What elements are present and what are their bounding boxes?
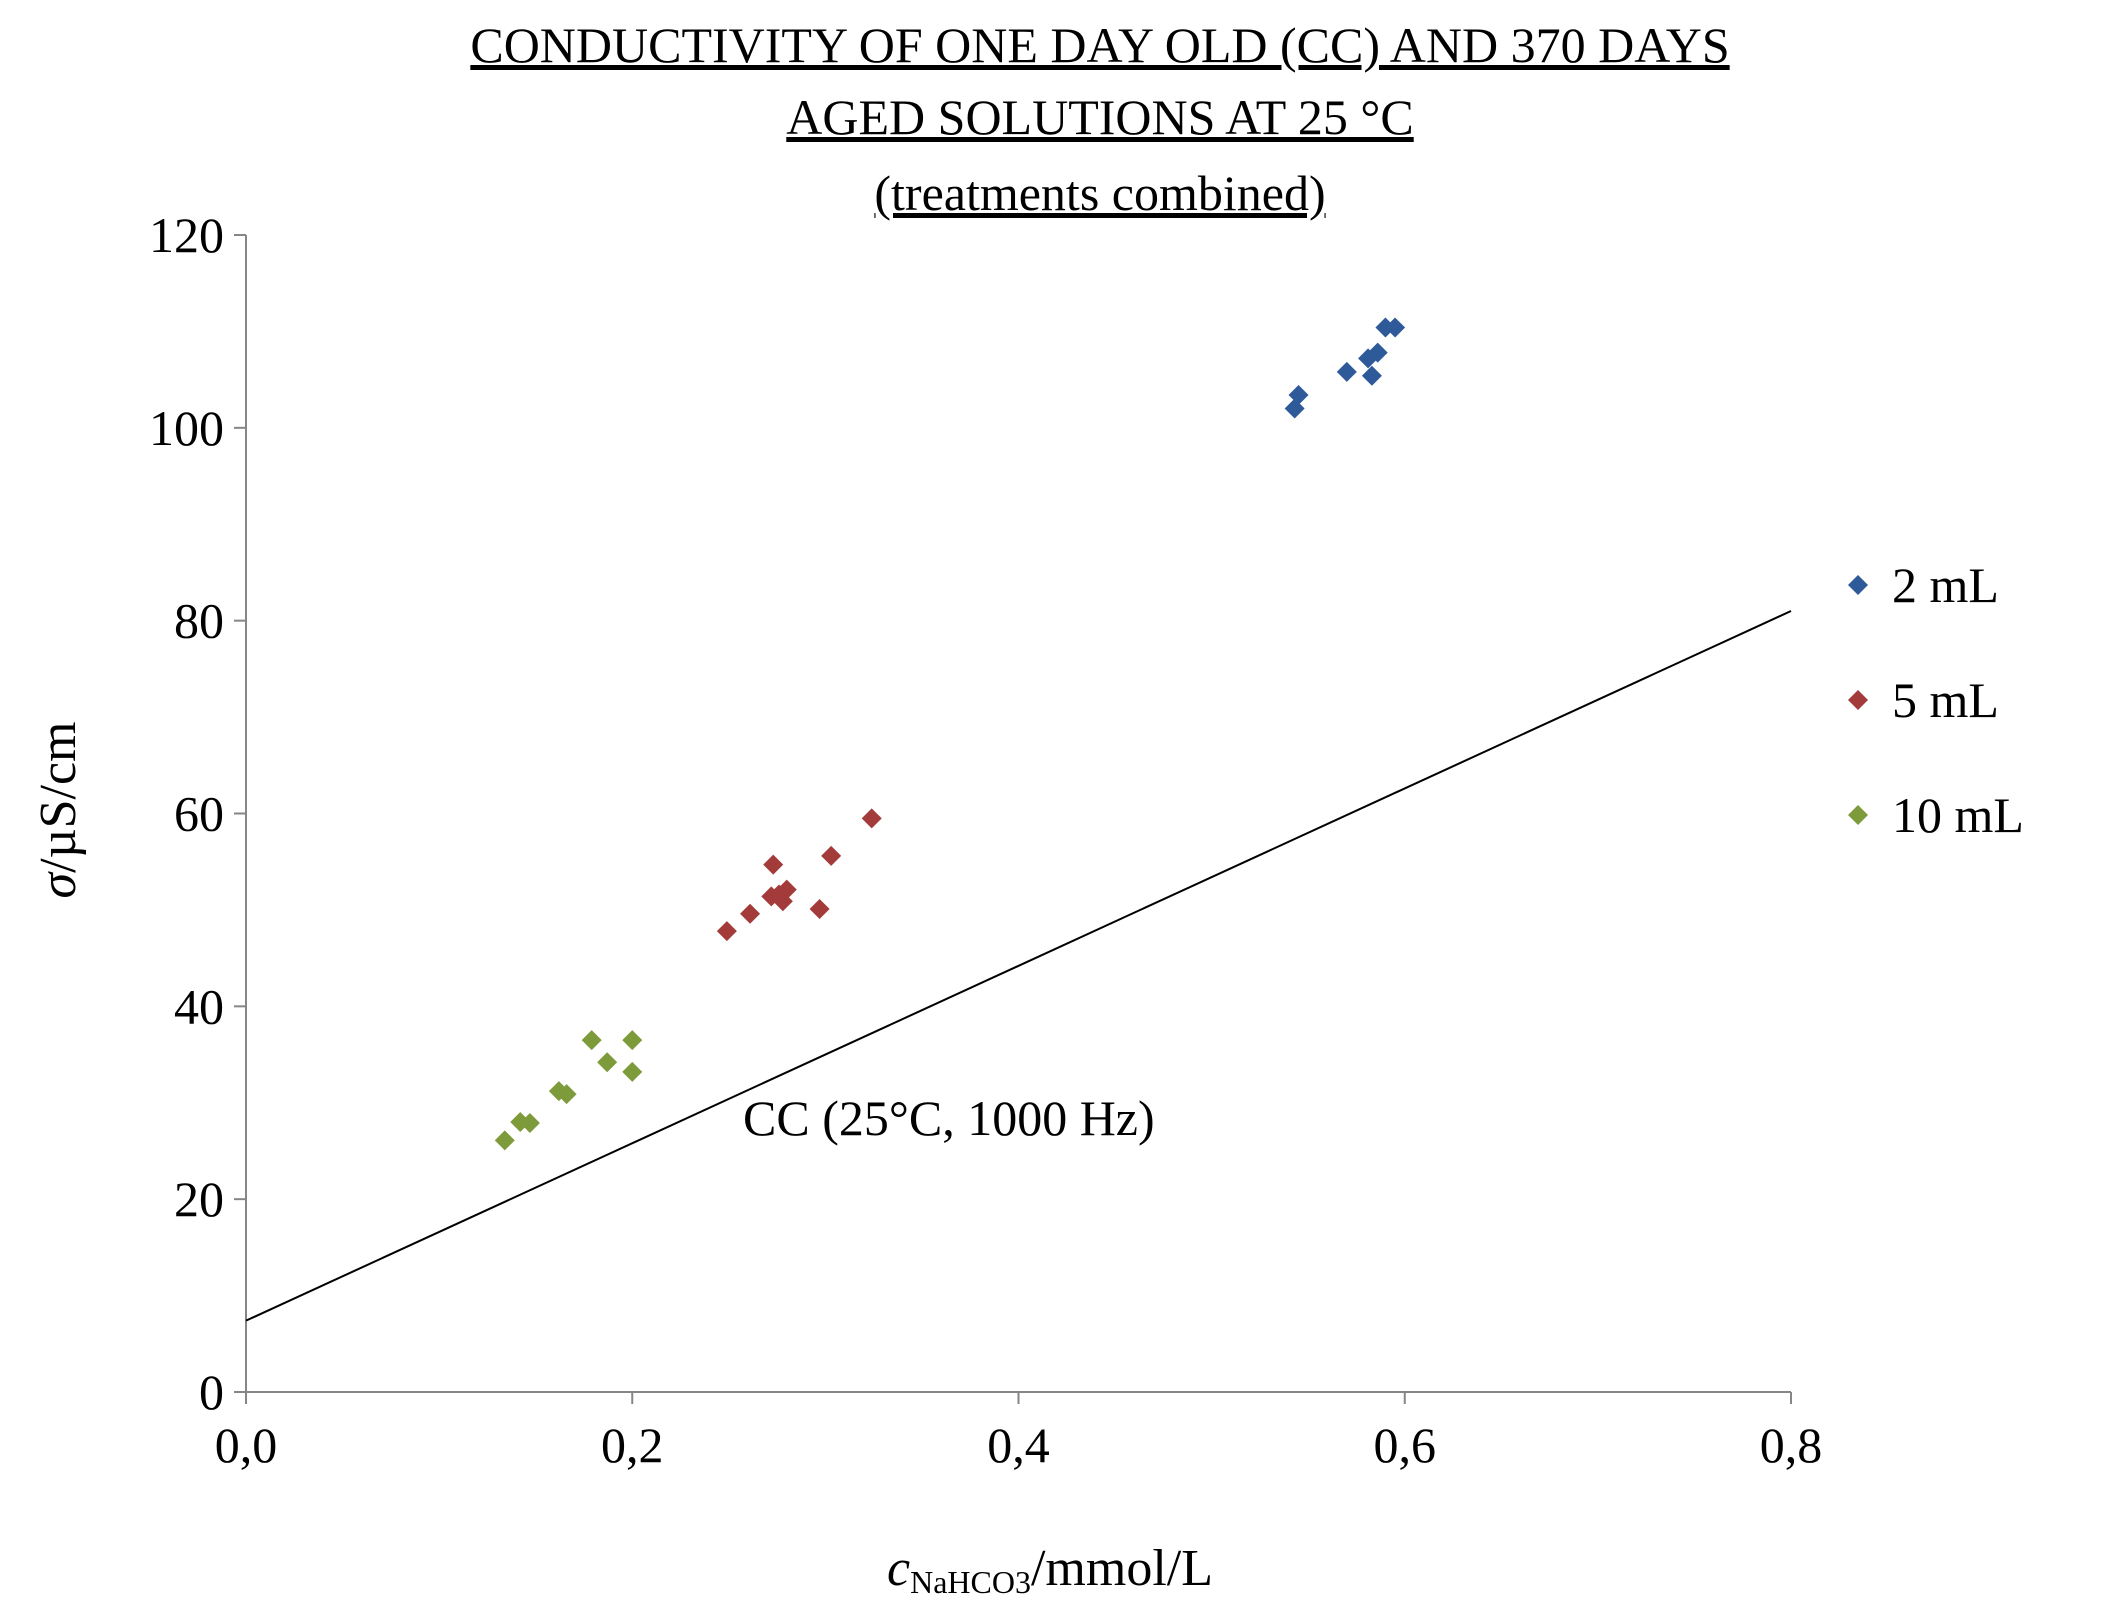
x-tick-label: 0,8: [1760, 1417, 1823, 1473]
legend: 2 mL 5 mL 10 mL: [1848, 557, 2024, 843]
data-point: [809, 898, 830, 919]
data-point: [1288, 385, 1309, 406]
data-point: [1361, 365, 1382, 386]
legend-marker: [1848, 805, 1868, 825]
reference-line-group: [245, 610, 1792, 1322]
data-point: [740, 903, 761, 924]
data-point: [519, 1112, 540, 1133]
x-axis-label: cNaHCO3/mmol/L: [887, 1540, 1213, 1600]
legend-label: 5 mL: [1892, 672, 1999, 728]
data-point: [1336, 361, 1357, 382]
y-tick-label: 80: [174, 593, 224, 649]
data-points: [494, 317, 1406, 1151]
data-point: [622, 1061, 643, 1082]
data-point: [597, 1052, 618, 1073]
data-point: [861, 808, 882, 829]
x-axis-var: c: [887, 1540, 910, 1597]
axes: [234, 234, 1792, 1404]
data-point: [556, 1084, 577, 1105]
x-axis-subscript: NaHCO3: [910, 1564, 1031, 1600]
data-point: [581, 1030, 602, 1051]
x-tick-label: 0,6: [1374, 1417, 1437, 1473]
chart-title-line-3: (treatments combined): [874, 165, 1325, 221]
data-point: [821, 845, 842, 866]
x-tick-label: 0,4: [987, 1417, 1050, 1473]
data-point: [776, 879, 797, 900]
y-tick-label: 0: [199, 1364, 224, 1420]
legend-marker: [1848, 575, 1868, 595]
y-tick-label: 20: [174, 1171, 224, 1227]
reference-line-label: CC (25°C, 1000 Hz): [743, 1090, 1155, 1146]
x-tick-label: 0,2: [601, 1417, 664, 1473]
legend-label: 2 mL: [1892, 557, 1999, 613]
y-tick-label: 40: [174, 978, 224, 1034]
y-tick-label: 120: [149, 207, 224, 263]
legend-marker: [1848, 690, 1868, 710]
y-tick-label: 60: [174, 786, 224, 842]
data-point: [1367, 342, 1388, 363]
data-point: [622, 1030, 643, 1051]
data-point: [716, 921, 737, 942]
x-tick-label: 0,0: [215, 1417, 278, 1473]
y-axis-var: σ: [30, 870, 87, 898]
x-axis-unit: /mmol/L: [1031, 1540, 1213, 1597]
chart-title-line-1: CONDUCTIVITY OF ONE DAY OLD (CC) AND 370…: [470, 17, 1729, 73]
y-axis-label: σ/µS/cm: [30, 722, 87, 899]
data-point: [763, 854, 784, 875]
legend-label: 10 mL: [1892, 787, 2024, 843]
y-axis-unit: /µS/cm: [30, 722, 87, 873]
tick-labels: 0 20 40 60 80 100 120 0,0 0,2 0,4 0,6 0,8: [149, 207, 1822, 1473]
chart-title-line-2: AGED SOLUTIONS AT 25 °C: [786, 89, 1413, 145]
reference-line: [245, 610, 1792, 1322]
data-point: [1385, 317, 1406, 338]
y-tick-label: 100: [149, 400, 224, 456]
data-point: [494, 1130, 515, 1151]
